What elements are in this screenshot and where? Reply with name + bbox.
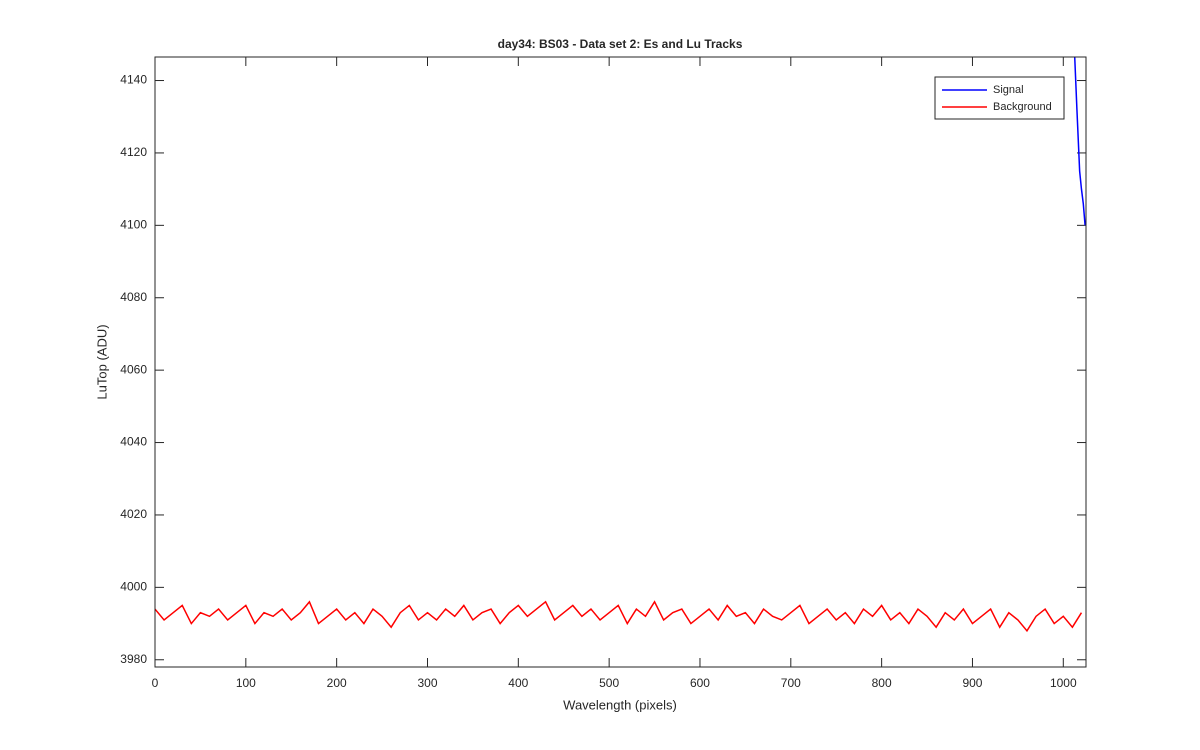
plot-area bbox=[155, 57, 1086, 633]
x-tick-label: 500 bbox=[599, 676, 619, 690]
y-tick-label: 4120 bbox=[120, 145, 147, 159]
x-tick-label: 0 bbox=[152, 676, 159, 690]
series-line bbox=[1073, 57, 1086, 226]
legend: Signal Background bbox=[934, 76, 1065, 120]
axes-box bbox=[154, 56, 1087, 668]
x-tick-label: 400 bbox=[508, 676, 528, 690]
y-tick-label: 3980 bbox=[120, 652, 147, 666]
legend-label: Background bbox=[993, 101, 1052, 113]
y-tick-label: 4140 bbox=[120, 73, 147, 87]
legend-label: Signal bbox=[993, 84, 1024, 96]
x-tick-label: 1000 bbox=[1050, 676, 1077, 690]
chart-title: day34: BS03 - Data set 2: Es and Lu Trac… bbox=[498, 37, 743, 51]
y-tick-label: 4100 bbox=[120, 218, 147, 232]
x-tick-label: 800 bbox=[872, 676, 892, 690]
y-tick-label: 4040 bbox=[120, 435, 147, 449]
y-tick-label: 4000 bbox=[120, 580, 147, 594]
x-tick-label: 100 bbox=[236, 676, 256, 690]
x-tick-label: 300 bbox=[417, 676, 437, 690]
y-tick-label: 4020 bbox=[120, 507, 147, 521]
series-line bbox=[155, 600, 1083, 633]
x-tick-label: 900 bbox=[962, 676, 982, 690]
x-axis-label: Wavelength (pixels) bbox=[563, 697, 677, 712]
legend-box bbox=[934, 76, 1065, 120]
x-tick-label: 700 bbox=[781, 676, 801, 690]
y-tick-label: 4060 bbox=[120, 362, 147, 376]
x-tick-label: 200 bbox=[327, 676, 347, 690]
y-tick-label: 4080 bbox=[120, 290, 147, 304]
x-tick-label: 600 bbox=[690, 676, 710, 690]
y-axis-label: LuTop (ADU) bbox=[94, 324, 109, 399]
